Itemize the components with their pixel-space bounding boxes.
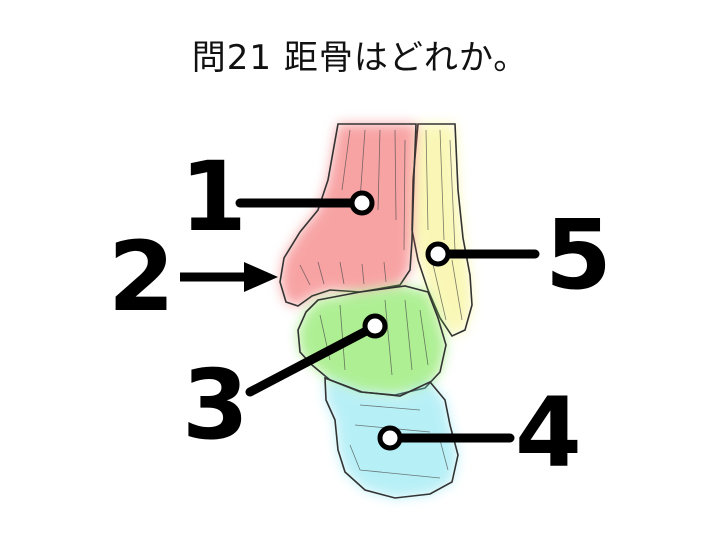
arrow-2 xyxy=(180,262,278,292)
question-title: 問21 距骨はどれか。 xyxy=(191,38,529,78)
leader-3 xyxy=(245,313,388,397)
leader-1 xyxy=(235,190,375,216)
bone-1-tibia xyxy=(279,123,417,307)
label-3: 3 xyxy=(182,349,249,461)
leader-5 xyxy=(425,241,540,267)
label-5: 5 xyxy=(545,199,612,311)
leader-4 xyxy=(377,425,515,451)
label-2: 2 xyxy=(108,221,175,333)
bone-3-talus xyxy=(297,285,447,396)
label-1: 1 xyxy=(180,141,247,253)
label-4: 4 xyxy=(515,377,582,489)
bone-5-fibula xyxy=(411,123,473,338)
